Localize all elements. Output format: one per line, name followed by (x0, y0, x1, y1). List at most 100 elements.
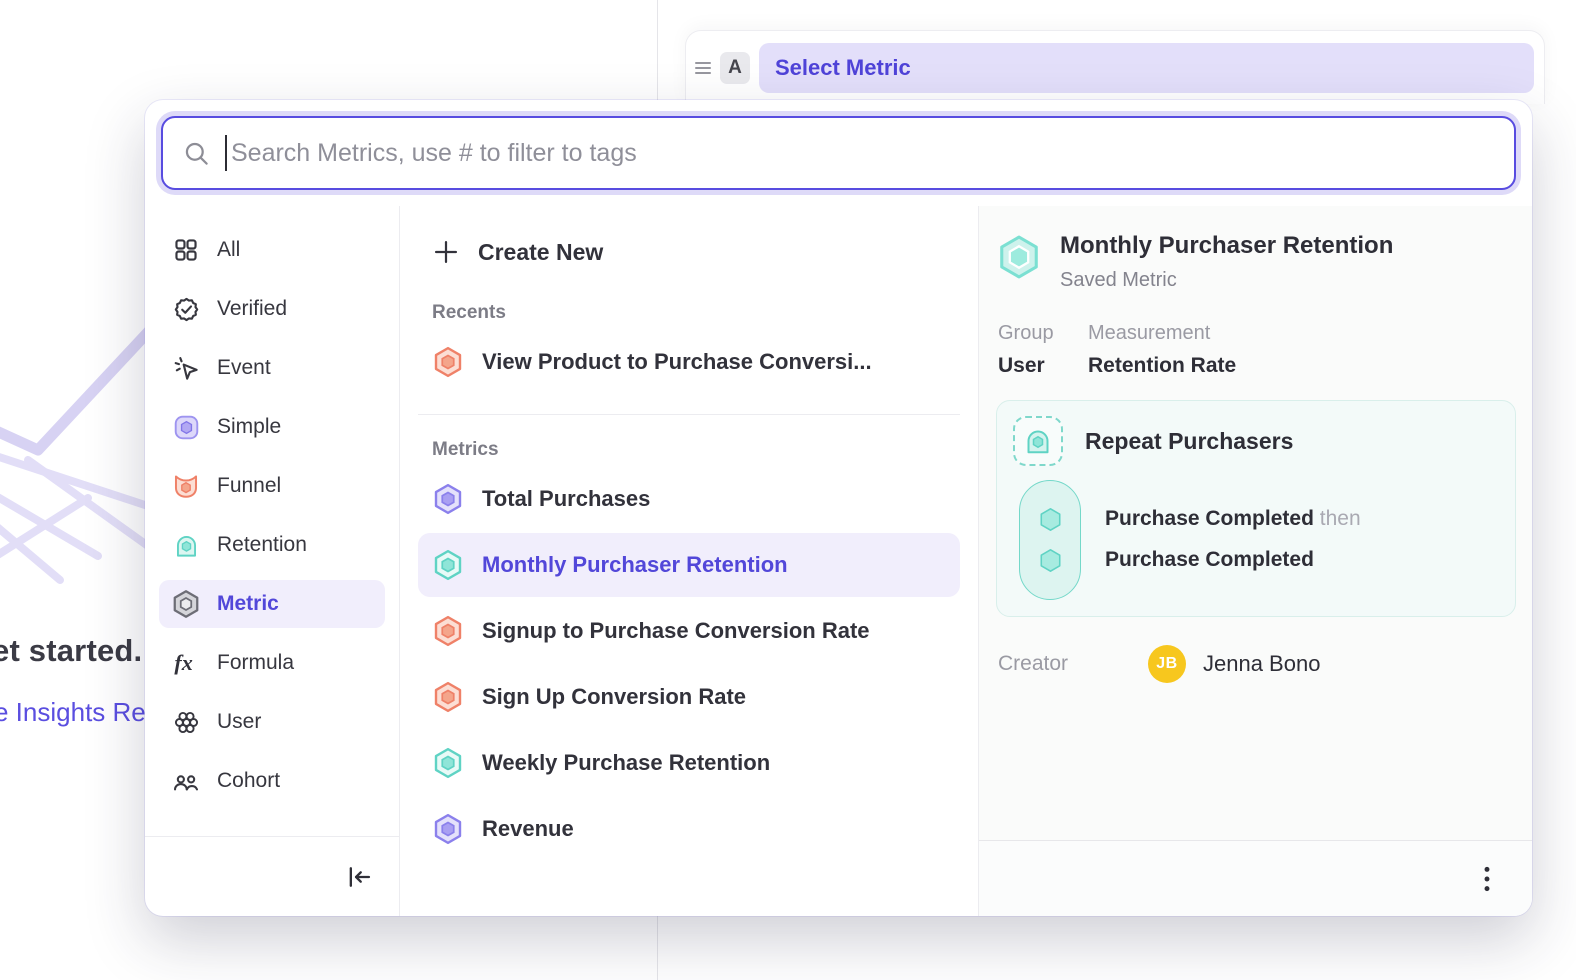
sidebar-item-label: Formula (217, 651, 294, 675)
drag-handle-icon[interactable] (695, 62, 711, 74)
metric-row-label: View Product to Purchase Conversi... (482, 349, 872, 375)
metric-clause-bar: A Select Metric (685, 30, 1545, 104)
formula-icon: fx (171, 648, 201, 678)
step-hexagon-icon (1037, 547, 1064, 574)
metric-row-label: Revenue (482, 816, 574, 842)
sidebar-item-label: Event (217, 356, 271, 380)
search-input[interactable] (231, 139, 1494, 168)
plus-icon (432, 238, 460, 266)
collapse-sidebar-icon[interactable] (345, 863, 373, 891)
sidebar-item-label: User (217, 710, 261, 734)
select-metric-button[interactable]: Select Metric (759, 43, 1534, 93)
sidebar-item-metric[interactable]: Metric (159, 580, 385, 628)
create-new-label: Create New (478, 239, 603, 266)
funnel-hexagon-icon (432, 681, 464, 713)
retention-metric-icon (171, 530, 201, 560)
creator-name: Jenna Bono (1203, 651, 1320, 677)
sidebar-item-label: Funnel (217, 474, 281, 498)
sidebar-item-event[interactable]: Event (159, 344, 385, 392)
cohort-people-icon (171, 766, 201, 796)
sidebar-item-cohort[interactable]: Cohort (159, 757, 385, 805)
measurement-field-value: Retention Rate (1088, 354, 1236, 378)
metric-row-revenue[interactable]: Revenue (418, 797, 960, 861)
select-metric-label: Select Metric (775, 55, 911, 81)
sidebar-item-label: Simple (217, 415, 281, 439)
text-cursor (225, 135, 227, 171)
metric-row-label: Signup to Purchase Conversion Rate (482, 618, 870, 644)
sidebar-item-label: All (217, 238, 240, 262)
metric-row-signup-to-purchase[interactable]: Signup to Purchase Conversion Rate (418, 599, 960, 663)
decorative-chart-lines (0, 318, 150, 618)
sidebar-item-retention[interactable]: Retention (159, 521, 385, 569)
metric-row-total-purchases[interactable]: Total Purchases (418, 467, 960, 531)
measurement-field: Measurement Retention Rate (1088, 322, 1236, 378)
metric-row-label: Total Purchases (482, 486, 650, 512)
metric-definition-card: Repeat Purchasers Purchase Comp (996, 400, 1516, 617)
step-connector: then (1320, 507, 1361, 530)
definition-step-1: Purchase Completed then (1105, 498, 1361, 539)
creator-row: Creator JB Jenna Bono (998, 645, 1516, 683)
preview-footer (979, 840, 1532, 916)
metric-row-label: Weekly Purchase Retention (482, 750, 770, 776)
sidebar-item-verified[interactable]: Verified (159, 285, 385, 333)
type-filter-sidebar: All Verified (145, 206, 400, 916)
sidebar-item-funnel[interactable]: Funnel (159, 462, 385, 510)
svg-text:fx: fx (174, 650, 192, 675)
step-hexagon-icon (1037, 506, 1064, 533)
funnel-metric-icon (171, 471, 201, 501)
simple-hexagon-icon (432, 483, 464, 515)
sidebar-item-label: Cohort (217, 769, 280, 793)
sidebar-item-all[interactable]: All (159, 226, 385, 274)
simple-hexagon-icon (432, 813, 464, 845)
sidebar-footer (145, 836, 399, 916)
group-field: Group User (998, 322, 1088, 378)
funnel-steps-capsule (1019, 480, 1081, 600)
measurement-field-label: Measurement (1088, 322, 1236, 345)
group-field-value: User (998, 354, 1088, 378)
search-icon (183, 140, 210, 167)
metric-row-label: Sign Up Conversion Rate (482, 684, 746, 710)
clause-letter-badge: A (720, 52, 750, 84)
metric-preview-panel: Monthly Purchaser Retention Saved Metric… (979, 206, 1532, 916)
preview-subtitle: Saved Metric (1060, 269, 1393, 292)
app-screen: et started. e Insights Re A Select Metri… (0, 0, 1576, 980)
recents-section-header: Recents (432, 302, 960, 324)
more-options-icon[interactable] (1474, 864, 1500, 894)
section-divider (418, 414, 960, 415)
sidebar-item-label: Retention (217, 533, 307, 557)
group-field-label: Group (998, 322, 1088, 345)
sidebar-item-user[interactable]: User (159, 698, 385, 746)
background-link-fragment[interactable]: e Insights Re (0, 697, 146, 728)
definition-name: Repeat Purchasers (1085, 428, 1293, 455)
sidebar-item-simple[interactable]: Simple (159, 403, 385, 451)
create-new-button[interactable]: Create New (418, 226, 960, 278)
metric-list-panel: Create New Recents View Product to Purch… (400, 206, 979, 916)
funnel-hexagon-icon (432, 346, 464, 378)
metric-picker-modal: All Verified (145, 100, 1532, 916)
cohort-definition-icon (1013, 416, 1063, 466)
creator-label: Creator (998, 652, 1148, 676)
funnel-hexagon-icon (432, 615, 464, 647)
user-profile-icon (171, 707, 201, 737)
preview-title: Monthly Purchaser Retention (1060, 232, 1393, 260)
metric-row-monthly-purchaser-retention[interactable]: Monthly Purchaser Retention (418, 533, 960, 597)
metric-row-sign-up-conversion[interactable]: Sign Up Conversion Rate (418, 665, 960, 729)
sidebar-item-label: Verified (217, 297, 287, 321)
grid-icon (171, 235, 201, 265)
sidebar-item-formula[interactable]: fx Formula (159, 639, 385, 687)
background-headline-fragment: et started. (0, 633, 142, 669)
metric-hexagon-icon (171, 589, 201, 619)
definition-step-2: Purchase Completed (1105, 539, 1361, 580)
retention-hexagon-icon (432, 747, 464, 779)
metrics-section-header: Metrics (432, 439, 960, 461)
simple-metric-icon (171, 412, 201, 442)
metric-row-label: Monthly Purchaser Retention (482, 552, 788, 578)
creator-avatar: JB (1148, 645, 1186, 683)
retention-hexagon-icon (432, 549, 464, 581)
recent-metric-row[interactable]: View Product to Purchase Conversi... (418, 330, 960, 394)
event-cursor-icon (171, 353, 201, 383)
saved-metric-hexagon-icon (996, 234, 1042, 280)
metric-row-weekly-purchase-retention[interactable]: Weekly Purchase Retention (418, 731, 960, 795)
search-field[interactable] (161, 116, 1516, 190)
sidebar-item-label: Metric (217, 592, 279, 616)
